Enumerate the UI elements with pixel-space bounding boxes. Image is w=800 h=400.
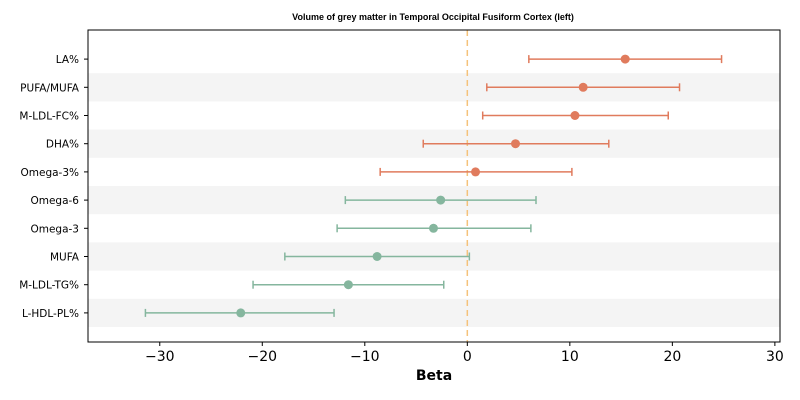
point-estimate [570, 111, 580, 120]
y-tick-label: DHA% [46, 139, 79, 151]
chart-title: Volume of grey matter in Temporal Occipi… [292, 12, 574, 22]
point-estimate [471, 167, 481, 177]
x-tick-label: −20 [248, 349, 278, 365]
x-tick-label: 30 [766, 349, 784, 365]
point-estimate [372, 252, 382, 261]
x-tick-label: 20 [663, 349, 681, 365]
point-estimate [511, 139, 521, 149]
x-axis: −30 −20 −10 0 10 20 30 [145, 342, 784, 365]
y-tick-label: Omega-6 [30, 195, 79, 207]
y-tick-label: M-LDL-FC% [19, 111, 79, 123]
data-marks [144, 54, 723, 318]
y-tick-label: LA% [56, 54, 79, 66]
y-tick-label: M-LDL-TG% [19, 280, 79, 292]
plot-frame [87, 29, 781, 343]
point-estimate [343, 280, 353, 290]
point-estimate [578, 82, 588, 92]
y-tick-label: PUFA/MUFA [20, 82, 80, 94]
point-estimate [620, 54, 630, 64]
y-tick-label: Omega-3 [30, 223, 79, 235]
x-axis-label: Beta [416, 368, 452, 384]
x-tick-label: 0 [463, 349, 472, 365]
point-estimate [236, 308, 246, 318]
y-axis: LA% PUFA/MUFA M-LDL-FC% DHA% Omega-3% Omega-6… [19, 54, 88, 320]
x-tick-label: 10 [561, 349, 579, 365]
y-tick-label: Omega-3% [21, 167, 80, 179]
x-tick-label: −30 [145, 349, 175, 365]
point-estimate [436, 195, 446, 205]
point-estimate [428, 223, 438, 233]
y-tick-label: L-HDL-PL% [22, 308, 79, 320]
x-tick-label: −10 [350, 349, 380, 365]
y-tick-label: MUFA [50, 252, 80, 264]
